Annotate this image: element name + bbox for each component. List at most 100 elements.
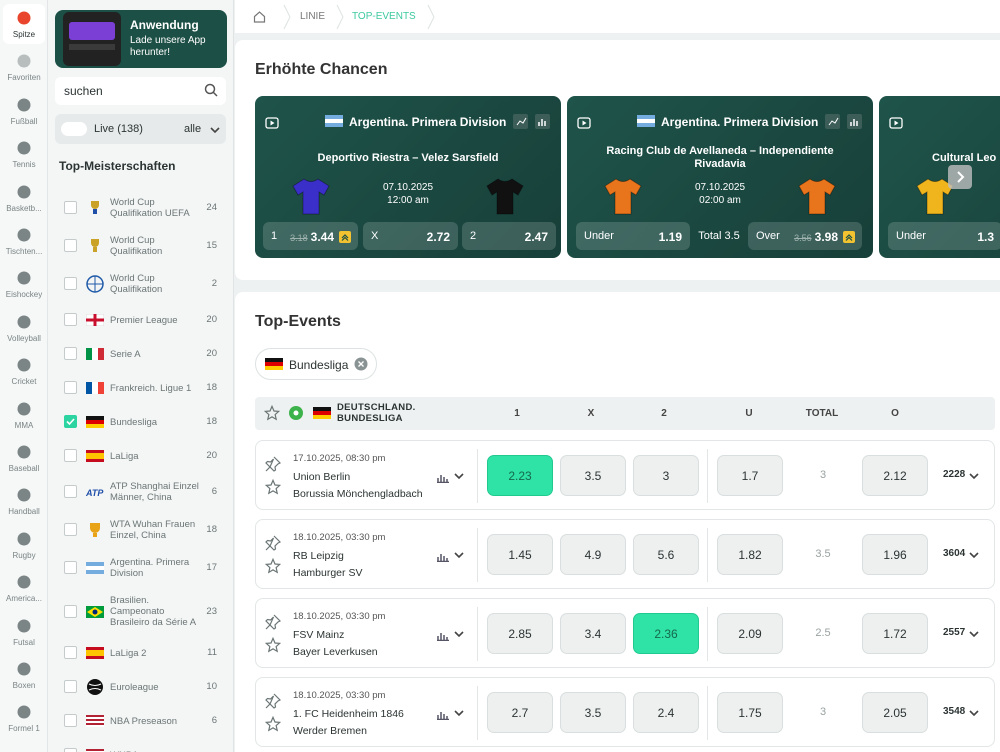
nav-item[interactable]: Favoriten: [3, 47, 45, 87]
app-banner[interactable]: Anwendung Lade unsere App herunter!: [55, 10, 227, 68]
over-button[interactable]: 2.12: [862, 455, 928, 496]
markets-count[interactable]: 2228: [943, 469, 966, 480]
nav-item[interactable]: Futsal: [3, 612, 45, 652]
fav-star[interactable]: [264, 636, 282, 658]
league-row[interactable]: World Cup Qualifikation UEFA 24: [55, 189, 225, 227]
odd-button[interactable]: 5.6: [633, 534, 699, 575]
stats-icon[interactable]: [437, 549, 449, 567]
checkbox[interactable]: [64, 604, 77, 618]
fav-star[interactable]: [264, 478, 282, 500]
crumb-current[interactable]: TOP-EVENTS: [352, 11, 416, 22]
league-row[interactable]: Frankreich. Ligue 1 18: [55, 371, 225, 405]
checkbox[interactable]: [64, 714, 77, 727]
checkbox[interactable]: [64, 277, 77, 290]
nav-item[interactable]: Eishockey: [3, 264, 45, 304]
odd-button[interactable]: Under 1.3: [888, 222, 1000, 250]
checkbox[interactable]: [64, 239, 77, 252]
odd-button[interactable]: 3.5: [560, 692, 626, 733]
nav-item[interactable]: Boxen: [3, 655, 45, 695]
nav-item[interactable]: Baseball: [3, 438, 45, 478]
markets-count[interactable]: 3604: [943, 548, 966, 559]
checkbox[interactable]: [64, 449, 77, 462]
checkbox[interactable]: [64, 748, 77, 752]
league-row[interactable]: Bundesliga 18: [55, 405, 225, 439]
checkbox[interactable]: [64, 561, 77, 574]
live-toggle[interactable]: [61, 122, 87, 136]
expand-chevron[interactable]: [968, 548, 980, 566]
stats-icon[interactable]: [437, 470, 449, 488]
filter-chip[interactable]: Bundesliga: [255, 348, 377, 380]
odd-button[interactable]: 1.45: [487, 534, 553, 575]
pin-icon[interactable]: [265, 614, 282, 635]
expand-chevron[interactable]: [968, 627, 980, 645]
boost-card[interactable]: Argentina. Primera Division Deportivo Rie…: [255, 96, 561, 258]
league-row[interactable]: LaLiga 2 11: [55, 636, 225, 670]
checkbox[interactable]: [64, 523, 77, 536]
stats-icon[interactable]: [437, 628, 449, 646]
league-row[interactable]: Serie A 20: [55, 337, 225, 371]
checkbox[interactable]: [64, 415, 77, 428]
nav-item[interactable]: Fußball: [3, 91, 45, 131]
league-row[interactable]: WNBA: [55, 738, 225, 752]
checkbox[interactable]: [64, 646, 77, 659]
header-star[interactable]: [263, 404, 281, 426]
home-icon[interactable]: [253, 10, 266, 28]
boost-card[interactable]: Cultural Leo Under 1.3: [879, 96, 1000, 258]
checkbox[interactable]: [64, 313, 77, 326]
odd-button[interactable]: 3.5: [560, 455, 626, 496]
league-row[interactable]: World Cup Qualifikation 2: [55, 265, 225, 303]
nav-item[interactable]: Spitze: [3, 4, 45, 44]
odd-button[interactable]: X 2.72: [363, 222, 458, 250]
pin-icon[interactable]: [265, 535, 282, 556]
odd-button[interactable]: 3: [633, 455, 699, 496]
under-button[interactable]: 2.09: [717, 613, 783, 654]
pin-icon[interactable]: [265, 693, 282, 714]
odd-button[interactable]: 1 3.18 3.44: [263, 222, 358, 250]
boost-card[interactable]: Argentina. Primera Division Racing Club d…: [567, 96, 873, 258]
checkbox[interactable]: [64, 201, 77, 214]
checkbox[interactable]: [64, 381, 77, 394]
stats-chevron[interactable]: [453, 627, 465, 645]
league-row[interactable]: NBA Preseason 6: [55, 704, 225, 738]
over-button[interactable]: 2.05: [862, 692, 928, 733]
fav-star[interactable]: [264, 715, 282, 737]
stats-chevron[interactable]: [453, 706, 465, 724]
odd-button[interactable]: 2.23: [487, 455, 553, 496]
expand-chevron[interactable]: [968, 706, 980, 724]
stats-chevron[interactable]: [453, 469, 465, 487]
search-box[interactable]: suchen: [55, 77, 226, 105]
checkbox[interactable]: [64, 347, 77, 360]
stats-icon[interactable]: [437, 707, 449, 725]
under-button[interactable]: 1.82: [717, 534, 783, 575]
chip-close[interactable]: [354, 357, 368, 376]
league-row[interactable]: ATP ATP Shanghai Einzel Männer, China 6: [55, 473, 225, 511]
nav-item[interactable]: Tischten...: [3, 221, 45, 261]
under-button[interactable]: 1.75: [717, 692, 783, 733]
nav-item[interactable]: Volleyball: [3, 308, 45, 348]
under-button[interactable]: 1.7: [717, 455, 783, 496]
stats-chevron[interactable]: [453, 548, 465, 566]
expand-chevron[interactable]: [968, 469, 980, 487]
odd-button[interactable]: 3.4: [560, 613, 626, 654]
odd-button[interactable]: 2.4: [633, 692, 699, 733]
odd-button[interactable]: 2 2.47: [462, 222, 556, 250]
nav-item[interactable]: Rugby: [3, 525, 45, 565]
odd-button[interactable]: Under 1.19: [576, 222, 690, 250]
league-row[interactable]: Brasilien. Campeonato Brasileiro da Séri…: [55, 587, 225, 636]
nav-item[interactable]: MMA: [3, 395, 45, 435]
nav-item[interactable]: Handball: [3, 481, 45, 521]
over-button[interactable]: 1.72: [862, 613, 928, 654]
nav-item[interactable]: Formel 1: [3, 698, 45, 738]
odd-button[interactable]: 4.9: [560, 534, 626, 575]
nav-item[interactable]: Tennis: [3, 134, 45, 174]
over-button[interactable]: 1.96: [862, 534, 928, 575]
checkbox[interactable]: [64, 680, 77, 693]
carousel-next[interactable]: [948, 165, 972, 189]
league-row[interactable]: World Cup Qualifikation 15: [55, 227, 225, 265]
league-row[interactable]: Euroleague 10: [55, 670, 225, 704]
league-row[interactable]: Argentina. Primera Division 17: [55, 549, 225, 587]
league-row[interactable]: Premier League 20: [55, 303, 225, 337]
odd-button[interactable]: Over 3.56 3.98: [748, 222, 862, 250]
nav-item[interactable]: America...: [3, 568, 45, 608]
markets-count[interactable]: 3548: [943, 706, 966, 717]
